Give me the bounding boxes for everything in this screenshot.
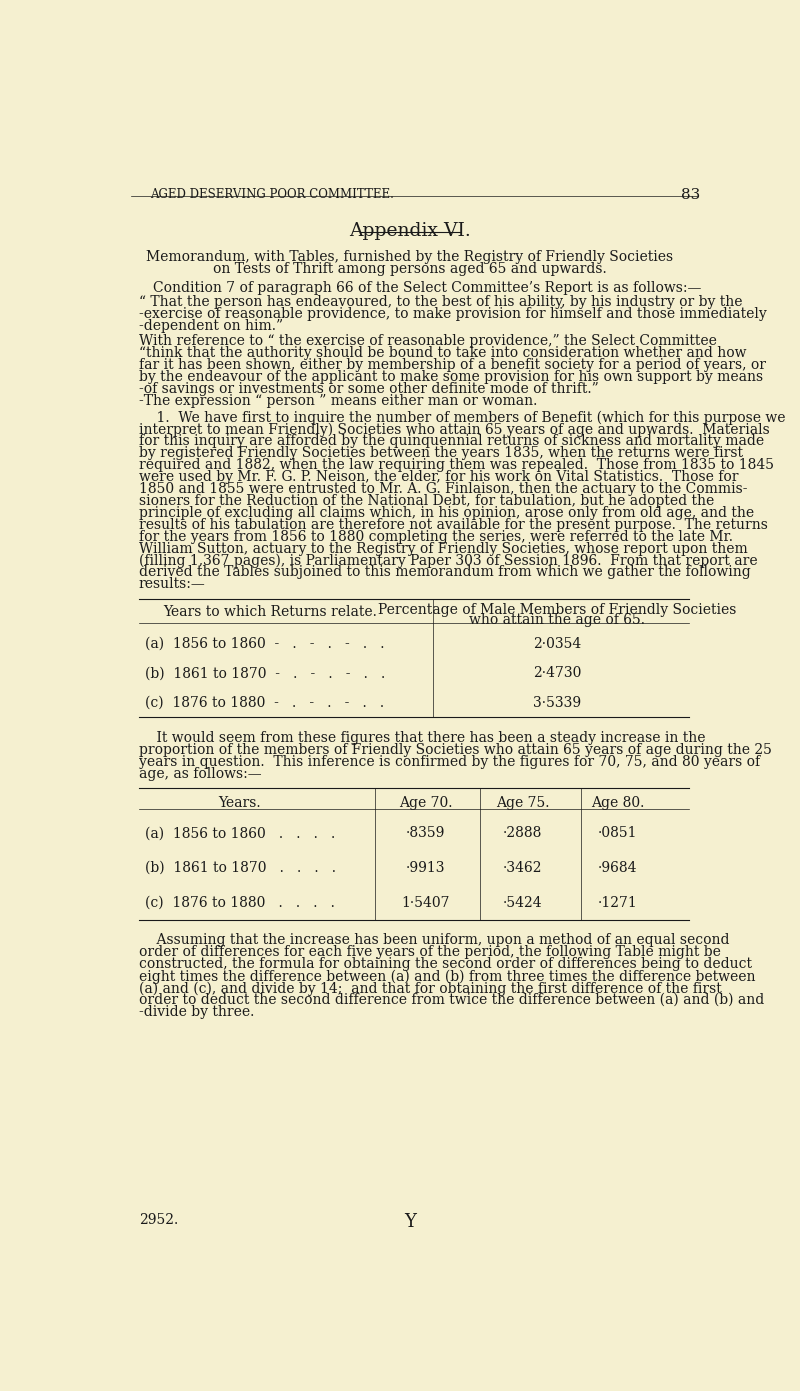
Text: 1850 and 1855 were entrusted to Mr. A. G. Finlaison, then the actuary to the Com: 1850 and 1855 were entrusted to Mr. A. G… [138, 481, 747, 495]
Text: (a)  1856 to 1860  -   .   -   .   -   .   .: (a) 1856 to 1860 - . - . - . . [145, 637, 385, 651]
Text: ·3462: ·3462 [502, 861, 542, 875]
Text: “think that the authority should be bound to take into consideration whether and: “think that the authority should be boun… [138, 346, 746, 360]
Text: 83: 83 [682, 188, 701, 203]
Text: Assuming that the increase has been uniform, upon a method of an equal second: Assuming that the increase has been unif… [138, 933, 730, 947]
Text: 1·5407: 1·5407 [402, 896, 450, 910]
Text: 2·4730: 2·4730 [533, 666, 582, 680]
Text: eight times the difference between (a) and (b) from three times the difference b: eight times the difference between (a) a… [138, 970, 755, 983]
Text: It would seem from these figures that there has been a steady increase in the: It would seem from these figures that th… [138, 730, 706, 746]
Text: for the years from 1856 to 1880 completing the series, were referred to the late: for the years from 1856 to 1880 completi… [138, 530, 733, 544]
Text: ­divide by three.: ­divide by three. [138, 1006, 254, 1020]
Text: Percentage of Male Members of Friendly Societies: Percentage of Male Members of Friendly S… [378, 604, 737, 618]
Text: ·9913: ·9913 [406, 861, 446, 875]
Text: principle of excluding all claims which, in his opinion, arose only from old age: principle of excluding all claims which,… [138, 506, 754, 520]
Text: ­The expression “ person ” means either man or woman.: ­The expression “ person ” means either … [138, 394, 537, 408]
Text: ·2888: ·2888 [502, 826, 542, 840]
Text: Years to which Returns relate.: Years to which Returns relate. [163, 605, 378, 619]
Text: age, as follows:—: age, as follows:— [138, 766, 262, 780]
Text: results:—: results:— [138, 577, 206, 591]
Text: ­dependent on him.”: ­dependent on him.” [138, 319, 283, 332]
Text: ·0851: ·0851 [598, 826, 638, 840]
Text: William Sutton, actuary to the Registry of Friendly Societies, whose report upon: William Sutton, actuary to the Registry … [138, 541, 747, 555]
Text: Memorandum, with Tables, furnished by the Registry of Friendly Societies: Memorandum, with Tables, furnished by th… [146, 250, 674, 264]
Text: 2·0354: 2·0354 [533, 637, 582, 651]
Text: constructed, the formula for obtaining the second order of differences being to : constructed, the formula for obtaining t… [138, 957, 752, 971]
Text: Years.: Years. [218, 796, 261, 810]
Text: derived the Tables subjoined to this memorandum from which we gather the followi: derived the Tables subjoined to this mem… [138, 565, 750, 580]
Text: 3·5339: 3·5339 [533, 696, 582, 709]
Text: “ That the person has endeavoured, to the best of his ability, by his industry o: “ That the person has endeavoured, to th… [138, 295, 742, 309]
Text: AGED DESERVING POOR COMMITTEE.: AGED DESERVING POOR COMMITTEE. [150, 188, 394, 202]
Text: ·1271: ·1271 [598, 896, 638, 910]
Text: results of his tabulation are therefore not available for the present purpose.  : results of his tabulation are therefore … [138, 517, 768, 531]
Text: ·9684: ·9684 [598, 861, 638, 875]
Text: Age 70.: Age 70. [398, 796, 452, 810]
Text: by registered Friendly Societies between the years 1835, when the returns were f: by registered Friendly Societies between… [138, 447, 742, 460]
Text: Y: Y [404, 1213, 416, 1231]
Text: ·5424: ·5424 [502, 896, 542, 910]
Text: proportion of the members of Friendly Societies who attain 65 years of age durin: proportion of the members of Friendly So… [138, 743, 772, 757]
Text: sioners for the Reduction of the National Debt, for tabulation, but he adopted t: sioners for the Reduction of the Nationa… [138, 494, 714, 508]
Text: were used by Mr. F. G. P. Neison, the elder, for his work on Vital Statistics.  : were used by Mr. F. G. P. Neison, the el… [138, 470, 738, 484]
Text: (c)  1876 to 1880   .   .   .   .: (c) 1876 to 1880 . . . . [145, 896, 335, 910]
Text: years in question.  This inference is confirmed by the figures for 70, 75, and 8: years in question. This inference is con… [138, 755, 760, 769]
Text: 2952.: 2952. [138, 1213, 178, 1227]
Text: who attain the age of 65.: who attain the age of 65. [470, 613, 646, 627]
Text: (c)  1876 to 1880  -   .   -   .   -   .   .: (c) 1876 to 1880 - . - . - . . [145, 696, 384, 709]
Text: (a)  1856 to 1860   .   .   .   .: (a) 1856 to 1860 . . . . [145, 826, 335, 840]
Text: (filling 1,367 pages), is Parliamentary Paper 303 of Session 1896.  From that re: (filling 1,367 pages), is Parliamentary … [138, 554, 758, 568]
Text: for this inquiry are afforded by the quinquennial returns of sickness and mortal: for this inquiry are afforded by the qui… [138, 434, 764, 448]
Text: (a) and (c), and divide by 14;  and that for obtaining the first difference of t: (a) and (c), and divide by 14; and that … [138, 981, 722, 996]
Text: Condition 7 of paragraph 66 of the Select Committee’s Report is as follows:—: Condition 7 of paragraph 66 of the Selec… [153, 281, 701, 295]
Text: required and 1882, when the law requiring them was repealed.  Those from 1835 to: required and 1882, when the law requirin… [138, 458, 774, 472]
Text: (b)  1861 to 1870  -   .   -   .   -   .   .: (b) 1861 to 1870 - . - . - . . [145, 666, 386, 680]
Text: -of savings or investments or some other definite mode of thrift.”: -of savings or investments or some other… [138, 381, 598, 396]
Text: (b)  1861 to 1870   .   .   .   .: (b) 1861 to 1870 . . . . [145, 861, 336, 875]
Text: Appendix VI.: Appendix VI. [349, 223, 471, 241]
Text: by the endeavour of the applicant to make some provision for his own support by : by the endeavour of the applicant to mak… [138, 370, 763, 384]
Text: order to deduct the second difference from twice the difference between (a) and : order to deduct the second difference fr… [138, 993, 764, 1007]
Text: order of differences for each five years of the period, the following Table migh: order of differences for each five years… [138, 946, 721, 960]
Text: 1.  We have first to inquire the number of members of Benefit (which for this pu: 1. We have first to inquire the number o… [138, 410, 786, 424]
Text: interpret to mean Friendly) Societies who attain 65 years of age and upwards.  M: interpret to mean Friendly) Societies wh… [138, 423, 770, 437]
Text: -exercise of reasonable providence, to make provision for himself and those imme: -exercise of reasonable providence, to m… [138, 307, 766, 321]
Text: far it has been shown, either by membership of a benefit society for a period of: far it has been shown, either by members… [138, 357, 766, 371]
Text: ·8359: ·8359 [406, 826, 445, 840]
Text: Age 80.: Age 80. [591, 796, 644, 810]
Text: on Tests of Thrift among persons aged 65 and upwards.: on Tests of Thrift among persons aged 65… [213, 263, 607, 277]
Text: With reference to “ the exercise of reasonable providence,” the Select Committee: With reference to “ the exercise of reas… [138, 334, 717, 348]
Text: Age 75.: Age 75. [496, 796, 549, 810]
